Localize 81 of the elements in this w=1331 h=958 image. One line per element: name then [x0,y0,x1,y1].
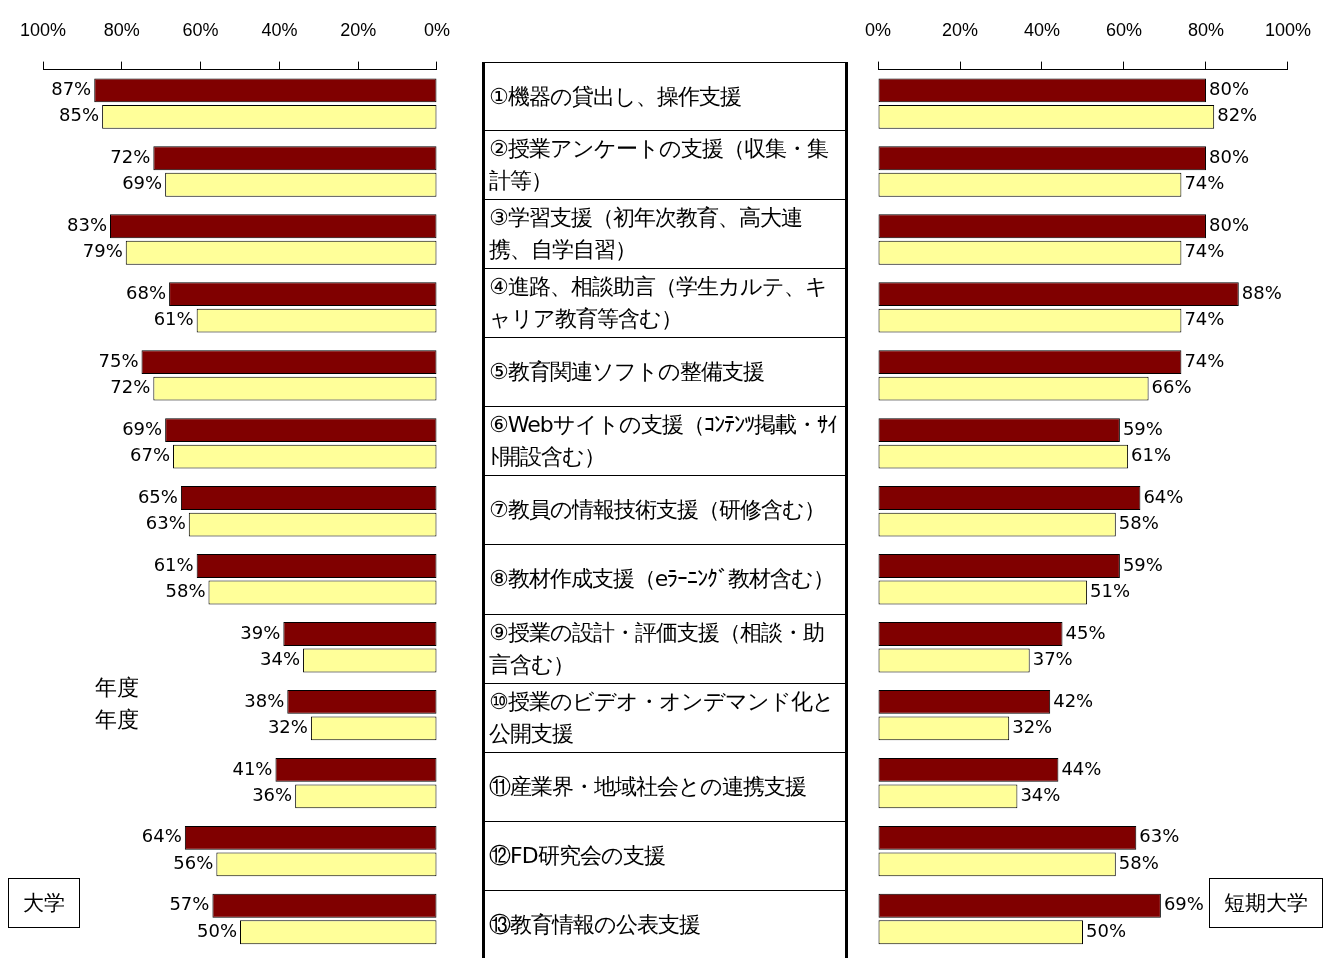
data-label: 59% [1122,553,1163,575]
y-tick-label: ⑨授業の設計・評価支援（相談・助言含む） [485,614,845,684]
data-label: 58% [1118,512,1159,534]
data-label: 58% [165,580,206,602]
y-tick-label: ⑫FD研究会の支援 [485,821,845,891]
data-label: 64% [141,825,182,847]
x-tick-label: 60% [182,19,219,40]
data-label: 32% [1012,716,1053,738]
data-label: 61% [1131,444,1172,466]
data-label: 74% [1184,308,1225,330]
annotation: 年度 [95,674,139,702]
data-label: 45% [1065,621,1106,643]
y-tick-label: ⑪産業界・地域社会との連携支援 [485,752,845,822]
x-tick-label: 80% [103,19,140,40]
data-label: 75% [98,349,139,371]
y-tick-label: ③学習支援（初年次教育、高大連携、自学自習） [485,200,845,270]
y-tick-label: ⑧教材作成支援（eﾗｰﾆﾝｸﾞ教材含む） [485,545,845,615]
x-tick-label: 0% [423,19,450,40]
x-tick-label: 20% [941,19,979,40]
data-label: 34% [1020,784,1061,806]
data-label: 58% [1118,851,1159,873]
data-label: 39% [240,621,281,643]
data-label: 50% [196,919,238,941]
data-label: 51% [1090,580,1131,602]
data-label: 64% [1143,485,1184,507]
data-label: 80% [1208,213,1249,235]
data-label: 66% [1151,376,1192,398]
y-tick-label: ⑥Webサイトの支援（ｺﾝﾃﾝﾂ掲載・ｻｲﾄ開設含む） [485,407,845,477]
data-label: 41% [232,757,273,779]
annotation: 年度 [95,706,139,734]
y-tick-label: ①機器の貸出し、操作支援 [485,62,845,132]
data-label: 69% [122,417,163,439]
data-label: 37% [1032,648,1073,670]
data-label: 79% [82,240,123,262]
data-label: 74% [1184,172,1225,194]
data-label: 74% [1184,240,1225,262]
data-label: 69% [122,172,163,194]
data-label: 38% [244,689,285,711]
data-label: 57% [169,893,210,915]
x-tick-label: 100% [1264,19,1311,40]
data-label: 82% [1217,104,1258,126]
data-label: 32% [267,716,308,738]
data-label: 88% [1241,281,1282,303]
data-label: 68% [126,281,167,303]
data-label: 42% [1053,689,1094,711]
x-tick-label: 60% [1105,19,1143,40]
data-label: 85% [59,104,100,126]
data-label: 36% [252,784,293,806]
y-tick-label: ⑦教員の情報技術支援（研修含む） [485,476,845,546]
data-label: 83% [66,213,107,235]
data-label: 69% [1163,893,1204,915]
x-tick-label: 0% [865,19,892,40]
data-label: 56% [173,851,214,873]
data-label: 80% [1208,145,1249,167]
text: 大学 [8,878,80,928]
data-label: 65% [137,485,178,507]
x-tick-label: 100% [20,19,67,40]
data-label: 44% [1061,757,1102,779]
x-tick-label: 20% [340,19,377,40]
data-label: 72% [110,376,151,398]
data-label: 61% [153,553,194,575]
data-label: 63% [145,512,186,534]
data-label: 59% [1122,417,1163,439]
data-label: 74% [1184,349,1225,371]
x-tick-label: 80% [1187,19,1224,40]
data-label: 63% [1139,825,1180,847]
data-label: 61% [153,308,194,330]
y-tick-label: ⑩授業のビデオ・オンデマンド化と公開支援 [485,683,845,753]
data-label: 80% [1208,78,1249,99]
y-tick-label: ⑤教育関連ソフトの整備支援 [485,338,845,408]
y-tick-label: ⑬教育情報の公表支援 [485,890,845,958]
x-tick-label: 40% [1023,19,1061,40]
data-label: 34% [260,648,301,670]
data-label: 87% [51,78,92,99]
y-tick-label: ④進路、相談助言（学生カルテ、キャリア教育等含む） [485,269,845,339]
text: 短期大学 [1209,878,1323,928]
y-tick-label: ②授業アンケートの支援（収集・集計等） [485,131,845,201]
data-label: 72% [110,145,151,167]
x-tick-label: 40% [261,19,298,40]
data-label: 67% [130,444,171,466]
data-label: 50% [1085,919,1127,941]
